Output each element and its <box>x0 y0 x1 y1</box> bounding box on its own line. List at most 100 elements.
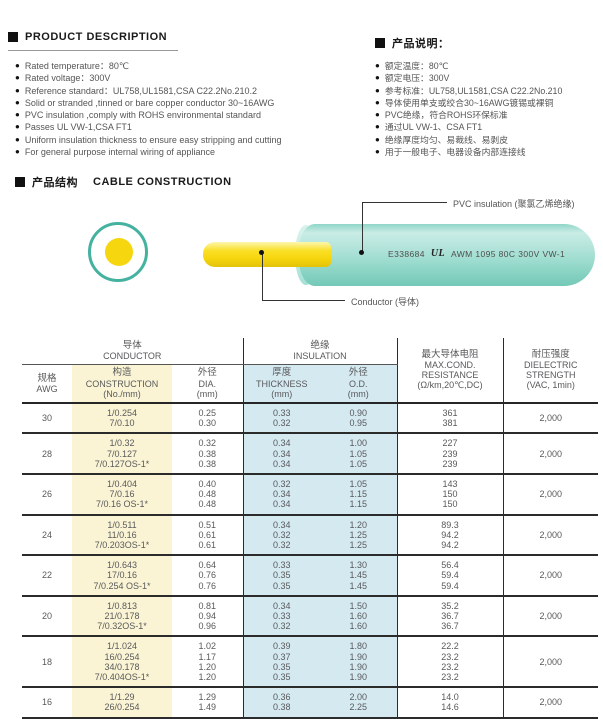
bullet-item: ● Rated voltage：300V <box>15 72 370 84</box>
cable-print-spec: AWM 1095 80C 300V VW-1 <box>450 248 566 259</box>
cell-thickness: 0.33 0.35 0.35 <box>242 555 321 597</box>
cell-dielectric: 2,000 <box>502 636 599 689</box>
bullet-icon: ● <box>375 73 380 83</box>
cell-construction: 1/0.813 21/0.178 7/0.32OS-1* <box>72 595 172 638</box>
bullet-text: 参考标准：UL758,UL1581,CSA C22.2No.210 <box>384 85 563 96</box>
bullet-item: ● 通过UL VW-1、CSA FT1 <box>375 121 603 133</box>
cell-construction: 1/0.404 7/0.16 7/0.16 OS-1* <box>72 474 172 516</box>
bullet-icon: ● <box>375 61 380 70</box>
bullet-text: PVC绝缘，符合ROHS环保标准 <box>384 110 508 121</box>
table-row-awg-30: 30 1/0.254 7/0.10 0.25 0.30 0.33 0.32 0.90 0.95 3… <box>22 403 599 435</box>
bullet-text: Passes UL VW-1,CSA FT1 <box>24 122 132 133</box>
construction-title-cn: 产品结构 <box>32 177 78 189</box>
bullet-icon: ● <box>15 61 20 70</box>
bullet-icon: ● <box>15 85 20 95</box>
product-description-header: PRODUCT DESCRIPTION <box>8 31 178 51</box>
bullet-text: 绝缘厚度均匀、易裁线、易剥皮 <box>384 134 509 145</box>
bullet-text: 导体使用单支或绞合30~16AWG镀锡或裸铜 <box>384 97 554 108</box>
description-list-cn: ● 额定温度：80℃ ● 额定电压：300V ● 参考标准：UL758,UL1581,CS… <box>375 60 603 158</box>
cell-dia: 0.81 0.94 0.96 <box>172 595 244 638</box>
cell-dia: 0.51 0.61 0.61 <box>172 514 244 557</box>
cell-construction: 1/1.29 26/0.254 <box>72 687 172 719</box>
cell-awg: 28 <box>22 433 72 476</box>
bullet-item: ● 用于一般电子、电器设备内部连接线 <box>375 146 603 158</box>
bullet-item: ● 参考标准：UL758,UL1581,CSA C22.2No.210 <box>375 85 603 97</box>
cell-resistance: 89.3 94.2 94.2 <box>396 514 504 557</box>
bullet-text: Rated temperature：80℃ <box>24 61 130 71</box>
cell-od: 1.80 1.90 1.90 1.90 <box>320 636 398 689</box>
cell-construction: 1/0.32 7/0.127 7/0.127OS-1* <box>72 433 172 476</box>
cell-dia: 0.25 0.30 <box>172 403 244 435</box>
table-row-awg-20: 20 1/0.813 21/0.178 7/0.32OS-1* 0.81 0.94 0.96… <box>22 595 599 638</box>
sub-header-row: 规格 AWG 构造 CONSTRUCTION (No./mm) 外径 DIA. … <box>22 364 598 405</box>
insulation-leader-line <box>362 202 363 253</box>
bullet-text: 额定温度：80℃ <box>384 61 449 71</box>
bullet-item: ● 导体使用单支或绞合30~16AWG镀锡或裸铜 <box>375 97 603 109</box>
resistance-column-header: 最大导体电阻 MAX.COND. RESISTANCE (Ω/km,20℃,DC… <box>396 338 504 405</box>
cell-dielectric: 2,000 <box>502 403 599 435</box>
cell-od: 1.30 1.45 1.45 <box>320 555 398 597</box>
bullet-item: ● Reference standard：UL758,UL1581,CSA C22… <box>15 85 370 97</box>
cell-awg: 20 <box>22 595 72 638</box>
group-header-row: 导体 CONDUCTOR 绝缘 INSULATION 最大导体电阻 MAX.CO… <box>22 338 599 405</box>
cell-awg: 24 <box>22 514 72 557</box>
thickness-column-header: 厚度 THICKNESS (mm) <box>242 364 321 405</box>
cable-cross-section <box>88 222 148 282</box>
dielectric-column-header: 耐压强度 DIELECTRIC STRENGTH (VAC, 1min) <box>502 338 599 405</box>
cell-awg: 16 <box>22 687 72 719</box>
cell-construction: 1/0.254 7/0.10 <box>72 403 172 435</box>
bullet-icon: ● <box>15 110 20 120</box>
cell-dielectric: 2,000 <box>502 514 599 557</box>
bullet-text: Uniform insulation thickness to ensure e… <box>24 134 282 145</box>
cell-resistance: 35.2 36.7 36.7 <box>396 595 504 638</box>
cable-print-code: E338684 <box>388 248 425 259</box>
ul-logo-icon: UL <box>430 248 445 259</box>
bullet-text: Rated voltage：300V <box>24 73 111 84</box>
cell-thickness: 0.36 0.38 <box>242 687 321 719</box>
table-row-awg-28: 28 1/0.32 7/0.127 7/0.127OS-1* 0.32 0.38 0.38 0… <box>22 433 599 476</box>
bullet-icon: ● <box>15 122 20 132</box>
table-row-awg-26: 26 1/0.404 7/0.16 7/0.16 OS-1* 0.40 0.48 0.48 0… <box>22 474 599 516</box>
cell-resistance: 14.0 14.6 <box>396 687 504 719</box>
section-marker-icon <box>8 32 18 42</box>
bullet-icon: ● <box>375 85 380 95</box>
cell-resistance: 143 150 150 <box>396 474 504 516</box>
bullet-text: PVC insulation ,comply with ROHS environ… <box>24 110 261 121</box>
cell-thickness: 0.39 0.37 0.35 0.35 <box>242 636 321 689</box>
cell-construction: 1/0.511 11/0.16 7/0.203OS-1* <box>72 514 172 557</box>
cable-construction-header: 产品结构 CABLE CONSTRUCTION <box>15 174 232 190</box>
cell-resistance: 56.4 59.4 59.4 <box>396 555 504 597</box>
cell-thickness: 0.34 0.33 0.32 <box>242 595 321 638</box>
bullet-icon: ● <box>375 97 380 107</box>
cell-awg: 26 <box>22 474 72 516</box>
insulation-label: PVC insulation (聚氯乙烯绝缘) <box>453 199 575 209</box>
conductor-group-header: 导体 CONDUCTOR <box>22 338 244 366</box>
bullet-icon: ● <box>15 97 20 107</box>
cell-construction: 1/0.643 17/0.16 7/0.254 OS-1* <box>72 555 172 597</box>
cell-od: 0.90 0.95 <box>320 403 398 435</box>
cable-print-text: E338684 UL AWM 1095 80C 300V VW-1 <box>388 248 565 259</box>
insulation-group-header: 绝缘 INSULATION <box>242 338 398 366</box>
cell-dielectric: 2,000 <box>502 474 599 516</box>
dia-column-header: 外径 DIA. (mm) <box>172 364 244 405</box>
cross-section-conductor-core <box>105 238 133 266</box>
section-title-cn: 产品说明： <box>392 38 450 50</box>
cell-thickness: 0.33 0.32 <box>242 403 321 435</box>
bullet-icon: ● <box>15 73 20 83</box>
cell-dia: 0.32 0.38 0.38 <box>172 433 244 476</box>
bullet-text: Solid or stranded ,tinned or bare copper… <box>24 97 275 108</box>
table-row-awg-16: 16 1/1.29 26/0.254 1.29 1.49 0.36 0.38 2.00 2.25… <box>22 687 599 719</box>
construction-column-header: 构造 CONSTRUCTION (No./mm) <box>72 364 172 405</box>
bullet-text: For general purpose internal wiring of a… <box>24 147 215 158</box>
bullet-item: ● PVC insulation ,comply with ROHS enviro… <box>15 109 370 121</box>
cell-dielectric: 2,000 <box>502 595 599 638</box>
section-marker-icon <box>15 177 25 187</box>
bullet-item: ● Uniform insulation thickness to ensure … <box>15 134 370 146</box>
bullet-text: 用于一般电子、电器设备内部连接线 <box>384 147 526 158</box>
cable-insulation-body <box>299 224 595 286</box>
od-column-header: 外径 O.D. (mm) <box>320 364 398 405</box>
description-list-en: ● Rated temperature：80℃ ● Rated voltage：300… <box>15 60 370 158</box>
cell-resistance: 227 239 239 <box>396 433 504 476</box>
cell-thickness: 0.34 0.34 0.34 <box>242 433 321 476</box>
cell-od: 1.05 1.15 1.15 <box>320 474 398 516</box>
